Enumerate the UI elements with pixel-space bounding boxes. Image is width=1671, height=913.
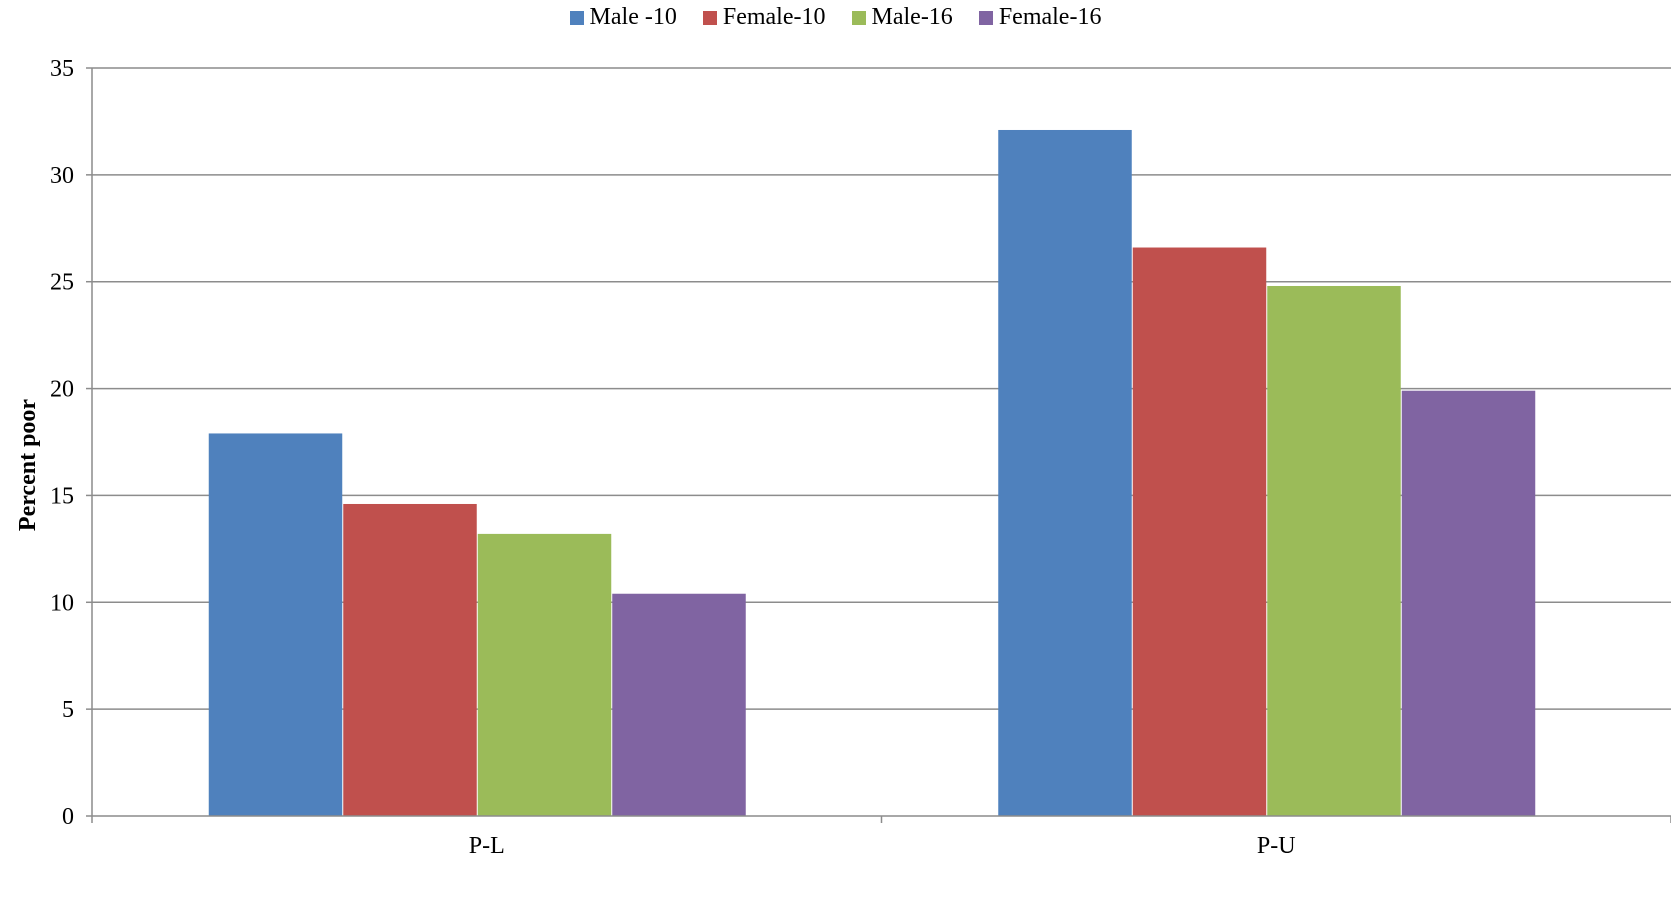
y-tick-label: 15	[50, 483, 74, 509]
y-tick-label: 20	[50, 377, 74, 403]
bar	[998, 129, 1132, 816]
legend-item: Male-16	[851, 4, 953, 31]
legend-label: Female-16	[998, 4, 1102, 30]
y-tick-label: 30	[50, 163, 74, 189]
legend-item: Male -10	[569, 4, 677, 31]
bar	[612, 593, 746, 816]
legend-label: Male-16	[871, 4, 953, 30]
y-tick-label: 5	[62, 697, 74, 723]
bars	[208, 129, 1536, 816]
y-axis-label: Percent poor	[15, 399, 41, 532]
y-tick-label: 0	[62, 804, 74, 830]
legend-item: Female-10	[702, 4, 826, 31]
bar	[477, 533, 612, 816]
y-tick-label: 25	[50, 270, 74, 296]
chart-legend: Male -10 Female-10 Male-16 Female-16	[0, 4, 1671, 31]
legend-swatch	[702, 10, 717, 25]
y-tick-label: 35	[50, 56, 74, 82]
x-tick-label: P-U	[1257, 833, 1296, 859]
legend-label: Male -10	[589, 4, 677, 30]
legend-swatch	[851, 10, 866, 25]
tick-labels: 0 5 10 15 20 25 30 35 P-L P-U	[50, 56, 1296, 859]
legend-swatch	[978, 10, 993, 25]
legend-label: Female-10	[722, 4, 826, 30]
y-tick-label: 10	[50, 590, 74, 616]
x-tick-label: P-L	[469, 833, 505, 859]
legend-swatch	[569, 10, 584, 25]
axes	[91, 68, 1671, 823]
bar	[1401, 390, 1536, 816]
bar	[208, 433, 343, 816]
bar	[1267, 285, 1401, 816]
legend-item: Female-16	[978, 4, 1102, 31]
bar	[1132, 247, 1267, 816]
bar	[343, 503, 477, 816]
